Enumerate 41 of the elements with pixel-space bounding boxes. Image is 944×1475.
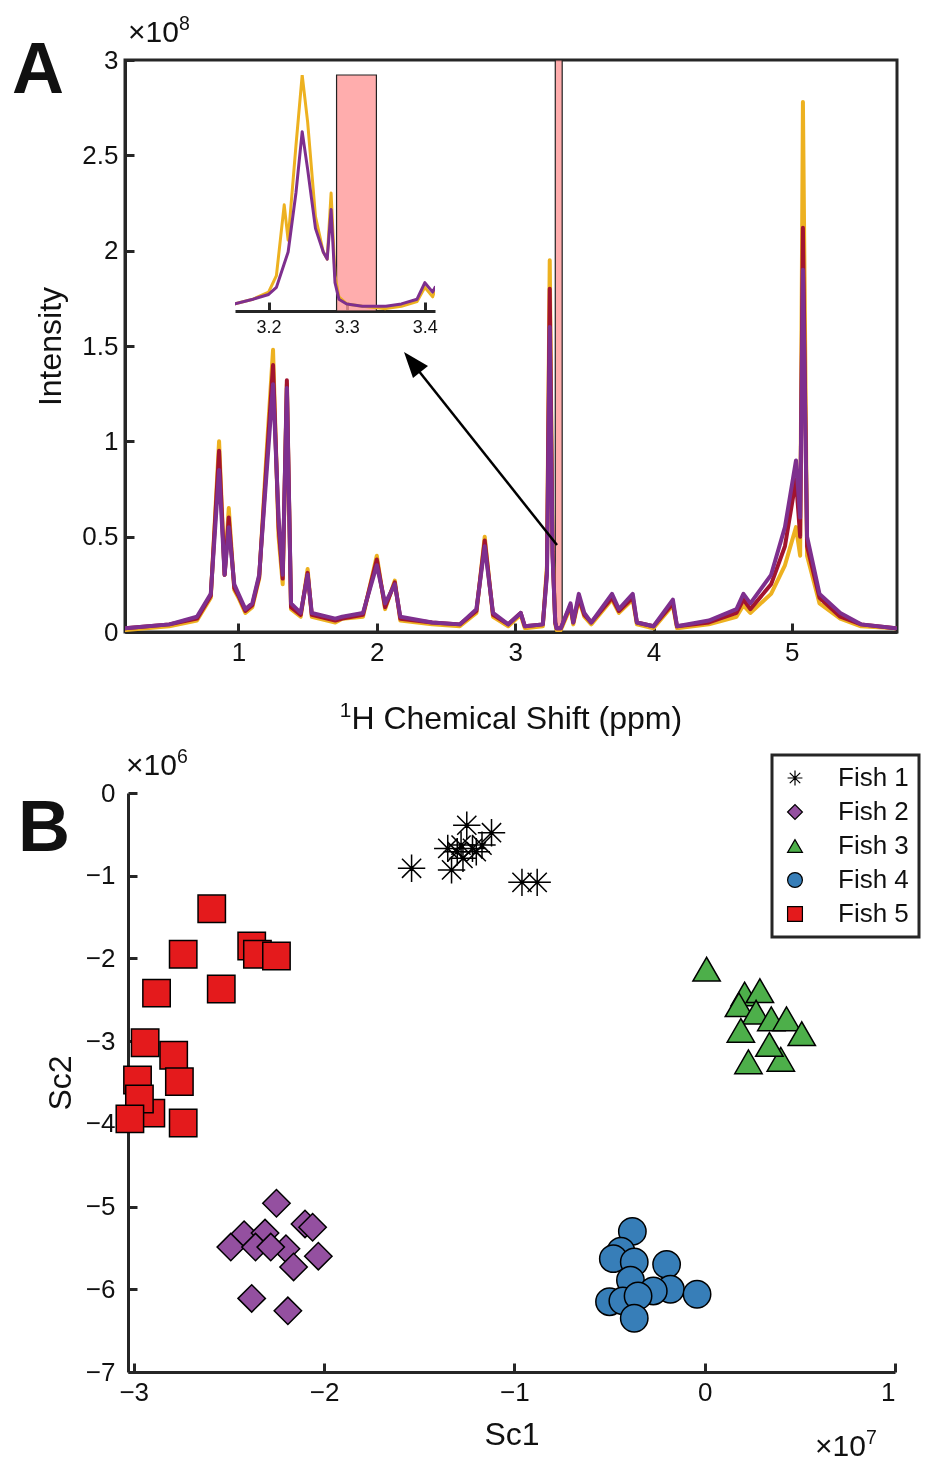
y-tick-label: −7 [85, 1356, 116, 1387]
y-axis-title: Sc2 [41, 1055, 78, 1111]
y-tick-label: −3 [85, 1025, 116, 1056]
text: ×10$^{6}$ [126, 745, 188, 781]
y-tick-label: −1 [85, 860, 116, 891]
y-tick-label: 2 [104, 235, 119, 266]
x-axis-title: $^{1}$H Chemical Shift (ppm) [339, 698, 683, 737]
x-tick-label: 3 [508, 636, 523, 667]
y-tick-label: 0.5 [82, 521, 119, 552]
text: ×10$^{7}$ [815, 1426, 877, 1462]
y-tick-label: −4 [85, 1108, 116, 1139]
legend-label: Fish 4 [838, 864, 909, 894]
legend-label: Fish 5 [838, 898, 909, 928]
y-tick-label: −5 [85, 1191, 116, 1222]
y-tick-label: 0 [101, 777, 116, 808]
x-tick-label: 2 [370, 636, 385, 667]
y-axis-title: Intensity [32, 286, 69, 407]
x-tick-label: −1 [500, 1376, 530, 1407]
x-tick-label: −2 [309, 1376, 340, 1407]
legend-label: Fish 2 [838, 796, 909, 826]
x-tick-label: 3.3 [334, 316, 360, 337]
y-tick-label: 1 [104, 425, 119, 456]
legend-label: Fish 1 [838, 762, 909, 792]
x-tick-label: 3.4 [412, 316, 438, 337]
x-tick-label: 5 [785, 636, 800, 667]
x-tick-label: 1 [231, 636, 247, 667]
legend-label: Fish 3 [838, 830, 909, 860]
y-tick-label: 2.5 [82, 139, 119, 170]
text: B [18, 786, 70, 866]
y-tick-label: −6 [85, 1273, 116, 1304]
text: ×10$^{8}$ [128, 12, 190, 48]
x-tick-label: 1 [881, 1376, 896, 1407]
x-tick-label: 0 [697, 1376, 713, 1407]
y-tick-label: −2 [85, 942, 116, 973]
text: A [12, 28, 64, 108]
y-tick-label: 1.5 [82, 330, 119, 361]
x-axis-title: Sc1 [484, 1415, 540, 1452]
x-tick-label: 4 [646, 636, 662, 667]
y-tick-label: 3 [104, 44, 119, 75]
y-tick-label: 0 [104, 616, 119, 647]
x-tick-label: 3.2 [256, 316, 282, 337]
